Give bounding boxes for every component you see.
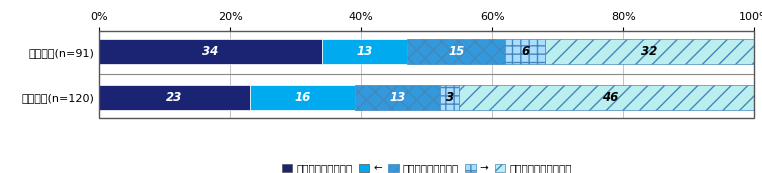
Text: 34: 34: [203, 45, 219, 58]
Text: 3: 3: [446, 91, 453, 104]
Text: 6: 6: [521, 45, 529, 58]
Bar: [545, 39, 754, 64]
Text: 13: 13: [357, 45, 373, 58]
Text: 16: 16: [294, 91, 310, 104]
Bar: [250, 85, 354, 110]
Text: 46: 46: [602, 91, 618, 104]
Text: 15: 15: [448, 45, 464, 58]
Bar: [354, 85, 440, 110]
Bar: [99, 85, 250, 110]
Bar: [407, 39, 505, 64]
Text: 13: 13: [389, 91, 405, 104]
Text: 32: 32: [642, 45, 658, 58]
Text: 23: 23: [166, 91, 183, 104]
Bar: [440, 85, 459, 110]
Legend: 事件と関係している, ←, どちらともいえない, →, 事件と全く関係がない: 事件と関係している, ←, どちらともいえない, →, 事件と全く関係がない: [277, 159, 576, 173]
Bar: [459, 85, 761, 110]
Bar: [322, 39, 407, 64]
Bar: [99, 39, 322, 64]
Bar: [505, 39, 545, 64]
